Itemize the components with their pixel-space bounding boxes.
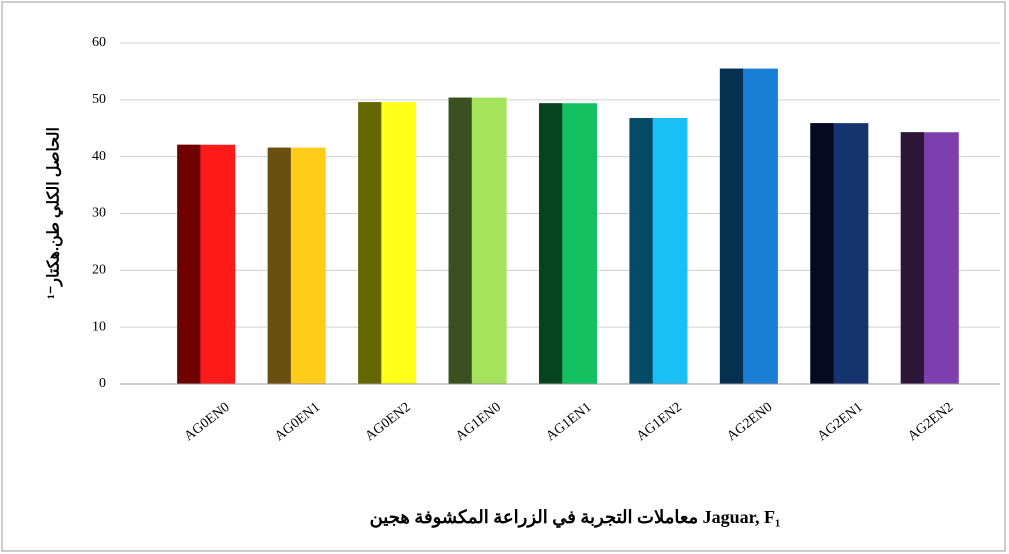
bar-shade — [810, 123, 834, 384]
x-tick-label: AG0EN0 — [182, 400, 233, 444]
x-tick-label: AG0EN2 — [363, 400, 414, 444]
x-tick-label: AG2EN2 — [905, 400, 956, 444]
x-tick-label: AG2EN1 — [815, 400, 866, 444]
bar-shade — [267, 147, 291, 384]
y-tick-label: 0 — [99, 376, 106, 391]
bar-shade — [719, 68, 744, 384]
x-tick-label: AG2EN0 — [724, 400, 775, 444]
x-tick-label: AG1EN1 — [544, 400, 595, 444]
y-tick-label: 20 — [92, 263, 106, 278]
bar-shade — [448, 97, 472, 384]
bar-shade — [539, 103, 563, 384]
x-tick-label: AG0EN1 — [272, 400, 323, 444]
y-tick-label: 40 — [92, 149, 106, 164]
y-tick-label: 60 — [92, 35, 106, 50]
y-tick-label: 30 — [92, 206, 106, 221]
y-tick-label: 10 — [92, 319, 106, 334]
x-axis-label: معاملات التجربة في الزراعة المكشوفة هجين… — [370, 507, 781, 528]
bar-shade — [177, 144, 201, 384]
x-tick-label: AG1EN0 — [453, 400, 504, 444]
bar-shade — [629, 118, 653, 385]
x-tick-label: AG1EN2 — [634, 400, 685, 444]
bar-shade — [900, 132, 924, 384]
y-axis-label: الحاصل الكلي طن.هكتار⁻¹ — [46, 127, 64, 299]
y-tick-label: 50 — [92, 92, 106, 107]
bar-shade — [358, 102, 382, 385]
